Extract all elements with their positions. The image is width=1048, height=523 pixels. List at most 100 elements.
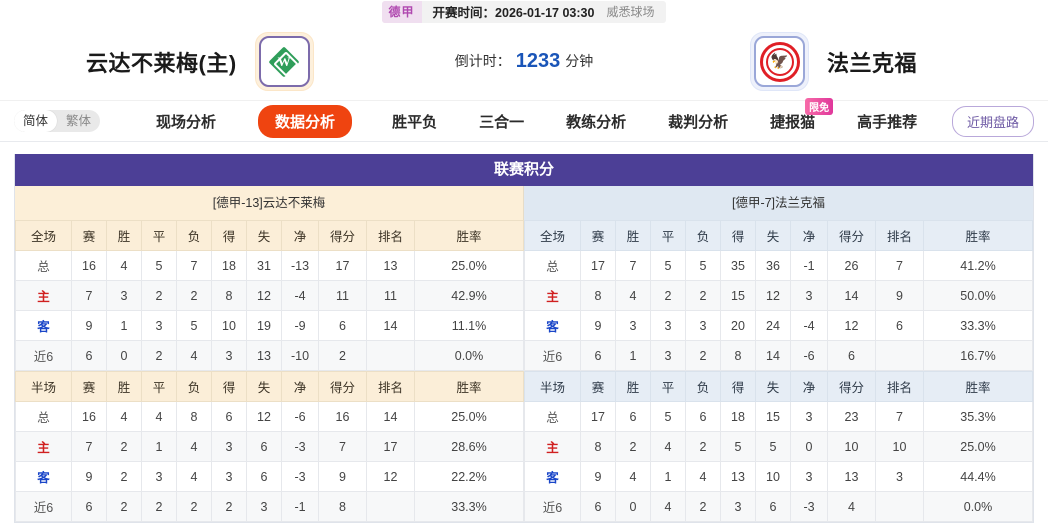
table-cell: 12	[827, 310, 876, 341]
table-cell: 4	[615, 461, 651, 492]
table-cell: 16	[71, 401, 107, 432]
language-toggle[interactable]: 简体 繁体	[14, 110, 101, 132]
table-cell: 3	[790, 401, 828, 432]
bremen-diamond-icon: W	[267, 45, 301, 79]
table-cell: 13	[720, 461, 756, 492]
table-cell: 5	[650, 250, 686, 281]
row-label: 主	[524, 431, 581, 462]
table-cell: 10	[211, 310, 247, 341]
table-cell: -3	[281, 461, 319, 492]
column-header: 负	[176, 371, 212, 402]
table-cell: 6	[875, 310, 924, 341]
table-cell: 16	[318, 401, 367, 432]
table-cell: 7	[615, 250, 651, 281]
table-cell: 3	[141, 461, 177, 492]
table-cell: -3	[281, 431, 319, 462]
table-cell: 6	[827, 340, 876, 371]
table-cell: 3	[650, 340, 686, 371]
table-cell: 2	[685, 340, 721, 371]
table-row: 主 7 3 2 2 8 12 -4 11 11 42.9%	[15, 280, 524, 311]
tab-win-draw-lose[interactable]: 胜平负	[392, 113, 438, 131]
table-cell: 9	[580, 310, 616, 341]
table-cell: 41.2%	[923, 250, 1033, 281]
table-cell: -4	[790, 310, 828, 341]
table-cell: 4	[176, 340, 212, 371]
column-header: 得分	[318, 220, 367, 251]
table-cell: 42.9%	[414, 280, 524, 311]
column-header: 净	[281, 220, 319, 251]
table-cell	[875, 340, 924, 371]
table-cell: 14	[366, 310, 415, 341]
column-header: 胜率	[414, 220, 524, 251]
tab-referee-analysis[interactable]: 裁判分析	[668, 113, 729, 131]
table-cell: 4	[827, 491, 876, 522]
table-cell: 5	[141, 250, 177, 281]
away-team-name: 法兰克福	[827, 50, 918, 76]
table-cell: 2	[211, 491, 247, 522]
table-cell: 4	[176, 431, 212, 462]
table-cell: 7	[71, 280, 107, 311]
table-cell: 19	[246, 310, 282, 341]
table-cell: 4	[615, 280, 651, 311]
table-cell: 6	[246, 431, 282, 462]
table-header-row: 全场赛胜平负得失净得分 排名 胜率	[15, 220, 524, 251]
table-cell: 2	[176, 491, 212, 522]
tab-coach-analysis[interactable]: 教练分析	[566, 113, 627, 131]
table-row: 近6 6 2 2 2 2 3 -1 8 33.3%	[15, 491, 524, 522]
table-cell: 7	[875, 250, 924, 281]
table-row: 客 9 2 3 4 3 6 -3 9 12 22.2%	[15, 461, 524, 492]
table-row: 客 9 4 1 4 13 10 3 13 3 44.4%	[524, 461, 1033, 492]
table-cell: 0	[106, 340, 142, 371]
table-row: 总 16 4 5 7 18 31 -13 17 13 25.0%	[15, 250, 524, 281]
tab-live-analysis[interactable]: 现场分析	[156, 113, 217, 131]
table-cell: 6	[615, 401, 651, 432]
column-header: 得分	[827, 371, 876, 402]
lang-traditional[interactable]: 繁体	[66, 114, 92, 128]
table-cell: 3	[875, 461, 924, 492]
column-header: 排名	[366, 220, 415, 251]
table-cell: 8	[580, 280, 616, 311]
table-cell: -13	[281, 250, 319, 281]
away-team[interactable]: 🦅 法兰克福	[750, 32, 918, 92]
league-badge: 德甲	[381, 0, 422, 23]
table-row: 客 9 1 3 5 10 19 -9 6 14 11.1%	[15, 310, 524, 341]
home-team[interactable]: 云达不莱梅(主) W	[86, 32, 314, 92]
column-header: 平	[650, 220, 686, 251]
table-cell: 14	[827, 280, 876, 311]
table-cell: 2	[176, 280, 212, 311]
lang-simplified[interactable]: 简体	[14, 110, 58, 132]
table-cell: 9	[71, 310, 107, 341]
table-cell: 11	[366, 280, 415, 311]
column-header: 赛	[71, 371, 107, 402]
standings-split: [德甲-13]云达不莱梅 全场赛胜平负得失净得分 排名 胜率 总 16 4 5 7 18 31-…	[15, 186, 1033, 522]
table-cell: 8	[720, 340, 756, 371]
table-cell: 13	[827, 461, 876, 492]
column-header: 得	[211, 220, 247, 251]
table-cell: 26	[827, 250, 876, 281]
table-cell: 25.0%	[414, 250, 524, 281]
table-cell: 6	[755, 491, 791, 522]
tab-three-in-one[interactable]: 三合一	[479, 113, 525, 131]
table-cell: 6	[318, 310, 367, 341]
column-header: 失	[755, 220, 791, 251]
table-cell: 3	[650, 310, 686, 341]
column-header: 半场	[15, 371, 72, 402]
recent-odds-button[interactable]: 近期盘路	[951, 105, 1034, 137]
table-cell: 7	[71, 431, 107, 462]
away-standings-panel: [德甲-7]法兰克福 全场赛胜平负得失净得分 排名 胜率 总 17 7 5 5 35 36 -1 2…	[524, 186, 1033, 522]
table-cell: 2	[318, 340, 367, 371]
tab-expert-picks[interactable]: 高手推荐	[857, 113, 918, 131]
column-header: 胜	[615, 371, 651, 402]
row-label: 主	[15, 431, 72, 462]
table-cell: 28.6%	[414, 431, 524, 462]
table-cell: 8	[176, 401, 212, 432]
column-header: 得分	[318, 371, 367, 402]
table-cell: 3	[246, 491, 282, 522]
column-header: 胜率	[923, 220, 1033, 251]
table-cell: 7	[318, 431, 367, 462]
tab-jiebao-cat[interactable]: 捷报猫 限免	[770, 97, 834, 132]
tab-data-analysis[interactable]: 数据分析	[258, 104, 353, 138]
countdown-value: 1233	[515, 50, 561, 73]
table-cell: 17	[366, 431, 415, 462]
column-header: 失	[246, 371, 282, 402]
